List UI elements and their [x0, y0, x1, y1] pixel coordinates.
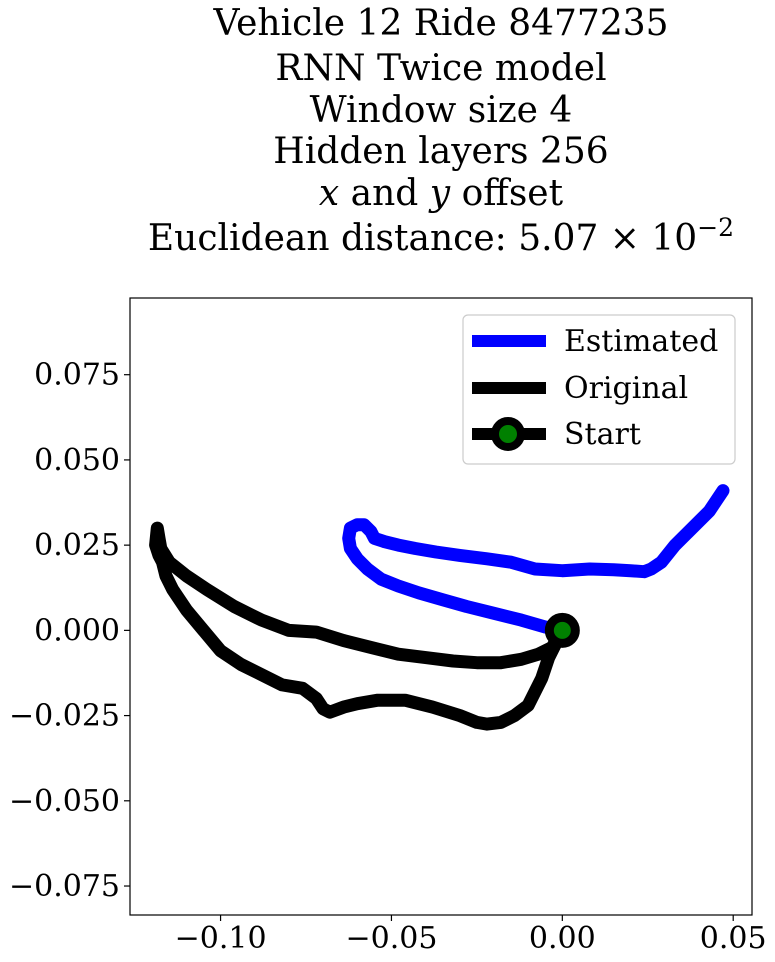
y-tick-label: 0.000 — [34, 613, 120, 648]
x-tick-label: 0.05 — [700, 921, 767, 956]
x-tick-label: −0.10 — [175, 921, 267, 956]
plot-area: −0.10 −0.05 0.00 0.05 0.075 0.050 0.025 0.000 −… — [9, 297, 767, 956]
x-tick-label: −0.05 — [345, 921, 437, 956]
title-offset-y: y — [428, 173, 451, 214]
series-layer — [149, 484, 730, 731]
y-tick-label: −0.075 — [9, 869, 120, 904]
legend: Estimated Original Start — [462, 314, 736, 465]
title-line-3: Window size 4 — [310, 90, 573, 131]
title-offset-and: and — [339, 173, 430, 214]
series-line-estimated — [342, 484, 730, 637]
y-tick-label: −0.025 — [9, 699, 120, 734]
title-line-6: Euclidean distance: 5.07 × 10−2 — [148, 213, 734, 259]
y-tick-label: 0.050 — [34, 443, 120, 478]
title-line-2: RNN Twice model — [275, 48, 606, 89]
legend-label-start: Start — [564, 417, 641, 452]
title-line-1: Vehicle 12 Ride 8477235 — [212, 3, 668, 44]
y-tick-label: 0.025 — [34, 528, 120, 563]
x-tick-label: 0.00 — [529, 921, 596, 956]
y-axis: 0.075 0.050 0.025 0.000 −0.025 −0.050 −0.075 — [9, 358, 130, 904]
y-tick-label: −0.050 — [9, 784, 120, 819]
start-marker — [544, 612, 580, 648]
legend-label-original: Original — [564, 371, 688, 406]
legend-box — [462, 314, 736, 465]
title-offset-suffix: offset — [450, 173, 563, 214]
title-distance-exponent: −2 — [697, 213, 734, 242]
plot-frame — [129, 297, 753, 916]
series-line-original — [149, 521, 569, 731]
title-line-4: Hidden layers 256 — [273, 131, 608, 172]
y-tick-label: 0.075 — [34, 358, 120, 393]
title-distance-prefix: Euclidean distance: 5.07 × 10 — [148, 218, 697, 259]
legend-swatch-start-marker — [491, 417, 525, 451]
chart-title: Vehicle 12 Ride 8477235 RNN Twice model … — [148, 3, 734, 259]
title-line-5: x and y offset — [319, 173, 564, 214]
title-offset-x: x — [319, 173, 339, 214]
x-axis: −0.10 −0.05 0.00 0.05 — [175, 915, 767, 956]
legend-label-estimated: Estimated — [564, 324, 718, 359]
